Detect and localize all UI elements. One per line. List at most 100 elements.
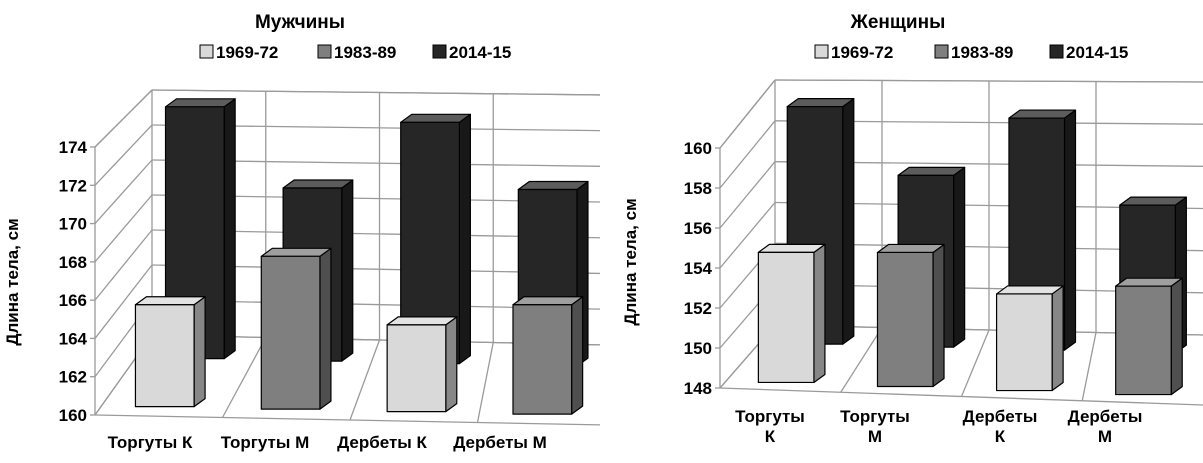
women-bar-top [1008,109,1077,119]
chart-women: Женщины 1969-72 1983-89 2014-15 148 150 152 154… [621,12,1203,446]
men-bar-side [571,296,584,415]
men-category-divider [476,342,494,423]
women-ytick-label: 148 [684,379,712,398]
women-gridline [719,161,776,229]
men-ytick-label: 168 [59,253,87,272]
men-category-label: Дербеты М [453,433,547,452]
men-floor-front [94,414,600,426]
women-bar-1969-72-0 [757,243,826,384]
women-bar-side [953,166,966,348]
men-category-label-line: Дербеты К [337,433,427,452]
men-ytick-label: 166 [59,291,87,310]
men-ytick-label: 164 [59,329,88,348]
women-ytick-label: 150 [684,339,712,358]
men-category-label-line: Торгуты М [221,433,310,452]
women-category-label-line: Дербеты [1068,407,1143,426]
men-legend-swatch-1983-89 [317,44,332,59]
men-bar-top [386,316,458,326]
women-ytick-label: 158 [684,179,712,198]
women-bar-1983-89-3 [1115,277,1183,396]
women-gridline [719,120,776,189]
men-bar-side [445,316,458,413]
men-category-divider [349,339,381,421]
men-legend-label-1983-89: 1983-89 [334,43,396,62]
men-gridline [94,229,153,301]
men-ytick-label: 174 [59,138,88,157]
women-bar-top [897,166,966,176]
men-chart-title: Мужчины [255,12,345,33]
women-category-label: Дербеты М [1068,407,1143,446]
men-category-label: Торгуты М [221,433,310,452]
men-category-label: Торгуты К [108,433,193,452]
women-bar-front [876,251,934,388]
men-bar-top [400,113,471,123]
men-category-label: Дербеты К [337,433,427,452]
men-gridline [94,194,153,263]
men-category-label-line: Торгуты К [108,433,193,452]
women-bar-front [757,251,815,384]
men-legend-swatch-1969-72 [199,44,214,59]
men-y-axis-label: Длина тела, см [3,218,22,345]
women-chart-title: Женщины [850,12,946,33]
women-bar-side [932,243,945,388]
men-bar-front [512,304,573,415]
women-y-axis-label: Длина тела, см [621,198,640,325]
men-bar-1983-89-3 [512,296,584,415]
women-bar-top [1119,196,1187,206]
women-bar-top [757,243,826,253]
men-ytick-label: 170 [59,215,87,234]
men-legend-swatch-2014-15 [432,44,447,59]
men-bar-top [517,180,589,191]
women-ytick-label: 160 [684,139,712,158]
women-category-label: Торгуты К [735,407,805,446]
women-gridline [719,79,776,149]
women-bar-top [1115,277,1183,287]
women-category-label: Дербеты К [963,407,1038,446]
women-category-divider [1081,332,1097,401]
women-category-label-line: М [868,427,882,446]
men-bar-1969-72-0 [134,296,206,408]
women-category-label-line: К [765,427,776,446]
women-bar-side [1051,285,1064,392]
men-bar-side [341,179,354,362]
men-bar-top [134,296,206,306]
women-category-label-line: Торгуты [840,407,910,426]
women-bar-top [995,285,1064,295]
men-legend-label-2014-15: 2014-15 [449,43,511,62]
men-gridline [94,264,153,339]
women-legend-swatch-1969-72 [814,44,829,59]
women-bar-1969-72-2 [995,285,1064,392]
women-category-label-line: К [995,427,1006,446]
men-ytick-label: 160 [59,406,87,425]
men-bar-front [260,255,321,410]
women-category-divider [960,329,990,397]
women-category-label: Торгуты М [840,407,910,446]
women-legend-label-1983-89: 1983-89 [951,43,1013,62]
women-bar-top [876,243,945,254]
men-gridline [151,89,600,96]
men-ytick-label: 172 [59,176,87,195]
women-bar-side [1063,109,1077,351]
men-bar-top [512,296,584,306]
men-gridline [94,89,153,148]
men-bar-front [134,304,195,408]
men-bar-top [260,247,332,257]
women-bar-side [813,243,826,384]
men-bar-1983-89-1 [260,247,332,410]
men-bar-top [164,98,236,108]
women-bar-top [786,97,855,108]
men-bar-top [282,179,354,189]
men-bar-1969-72-2 [386,316,458,413]
men-bar-side [223,98,236,360]
men-bar-side [193,296,206,408]
men-ytick-label: 162 [59,368,87,387]
women-legend-swatch-1983-89 [934,44,949,59]
men-category-divider [221,337,267,418]
men-bar-front [386,324,447,413]
men-gridline [94,124,153,186]
women-bar-1983-89-1 [876,243,945,388]
women-category-label-line: М [1098,427,1112,446]
men-category-label-line: Дербеты М [453,433,547,452]
women-ytick-label: 154 [684,259,713,278]
